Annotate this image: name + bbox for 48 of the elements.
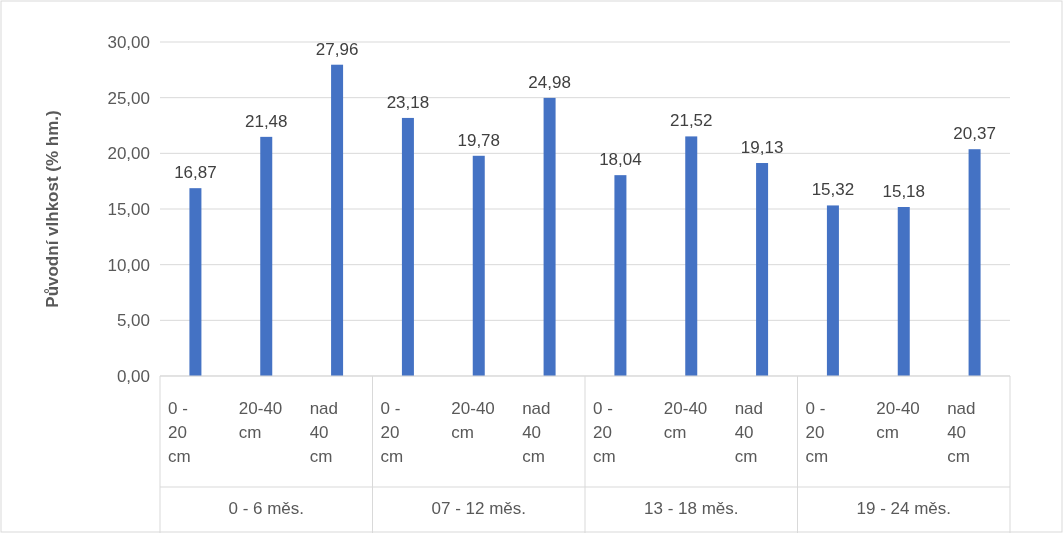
x-tick-label: nad 40 cm <box>309 399 339 466</box>
data-label: 27,96 <box>315 39 359 59</box>
y-tick-label: 30,00 <box>107 32 150 52</box>
x-tick-label: 0 - 20 cm <box>168 399 191 466</box>
bar <box>614 175 627 376</box>
data-label: 21,48 <box>244 111 288 131</box>
bar <box>401 117 414 376</box>
data-label: 20,37 <box>953 124 996 144</box>
x-tick-label: nad 40 cm <box>522 399 551 466</box>
x-tick-label: 20-40 cm <box>876 399 920 442</box>
data-label: 15,18 <box>882 182 926 201</box>
data-label: 19,13 <box>740 138 784 158</box>
data-label: 23,18 <box>386 92 430 112</box>
y-tick-label: 10,00 <box>107 255 150 275</box>
data-label: 16,87 <box>174 163 217 183</box>
x-tick-label: 20-40 cm <box>663 399 708 442</box>
x-tick-label: 0 - 20 cm <box>593 399 616 466</box>
x-tick-label: 0 - 20 cm <box>380 399 404 466</box>
bar <box>543 97 556 376</box>
bar <box>260 136 273 376</box>
y-tick-label: 25,00 <box>107 88 150 108</box>
y-tick-label: 5,00 <box>116 311 150 331</box>
bar <box>968 149 981 376</box>
x-tick-label: 0 - 20 cm <box>805 399 829 466</box>
data-label: 18,04 <box>599 150 642 170</box>
y-axis-title: Původní vlhkost (% hm.) <box>43 110 62 308</box>
x-tick-label: nad 40 cm <box>734 399 764 466</box>
x-tick-label: 20-40 cm <box>238 399 283 442</box>
bar <box>685 136 698 376</box>
text: 13 - 18 měs. <box>644 499 739 518</box>
bar <box>756 163 769 376</box>
text: 19 - 24 měs. <box>856 499 951 518</box>
y-tick-label: 20,00 <box>107 144 150 164</box>
bar <box>897 207 910 376</box>
data-label: 15,32 <box>811 180 855 200</box>
y-tick-label: 0,00 <box>116 366 150 386</box>
bar <box>189 188 202 376</box>
x-tick-label: 20-40 cm <box>451 399 495 442</box>
data-label: 24,98 <box>528 72 571 92</box>
bar <box>472 155 485 376</box>
bar <box>331 64 344 376</box>
bar <box>826 205 839 376</box>
text: 0 - 6 měs. <box>228 499 305 518</box>
text: 07 - 12 měs. <box>431 499 526 518</box>
y-tick-label: 15,00 <box>107 199 150 219</box>
data-label: 19,78 <box>457 130 501 150</box>
x-tick-label: nad 40 cm <box>947 399 976 466</box>
data-label: 21,52 <box>669 111 713 131</box>
